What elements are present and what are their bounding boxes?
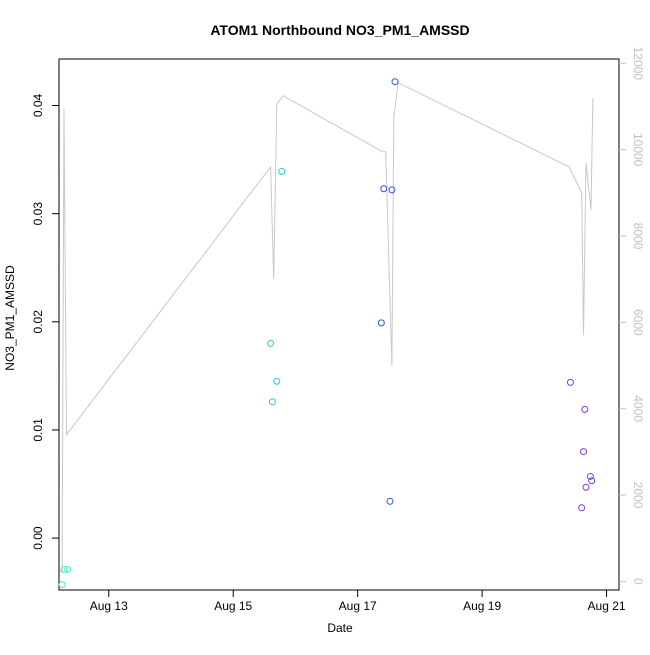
scatter-point-2 — [267, 339, 275, 347]
y-tick-label: 0.03 — [31, 202, 45, 226]
scatter-point-2 — [273, 377, 281, 385]
y2-tick-label: 12000 — [631, 47, 645, 81]
scatter-point-4 — [588, 477, 596, 485]
scatter-point-4 — [581, 405, 589, 413]
y2-axis: 0 2000 4000 6000 8000 10000 12000 — [619, 47, 645, 585]
scatter-point-3 — [377, 319, 385, 327]
y2-tick-label: 0 — [631, 578, 645, 585]
y-tick-label: 0.02 — [31, 310, 45, 334]
x-tick-label: Aug 15 — [214, 599, 252, 613]
x-tick-label: Aug 17 — [339, 599, 377, 613]
scatter-point-3 — [388, 186, 396, 194]
x-tick-label: Aug 21 — [588, 599, 626, 613]
y-tick-label: 0.00 — [31, 526, 45, 550]
scatter-point-3 — [391, 78, 399, 86]
scatter-point-4 — [578, 504, 586, 512]
x-tick-label: Aug 19 — [463, 599, 501, 613]
plot-frame — [58, 58, 620, 591]
scatter-point-4 — [580, 448, 588, 456]
y-axis-label: NO3_PM1_AMSSD — [3, 265, 17, 371]
y2-tick-label: 2000 — [631, 482, 645, 509]
y-tick-label: 0.01 — [31, 418, 45, 442]
scatter-point-1 — [60, 565, 68, 573]
x-axis: Aug 13 Aug 15 Aug 17 Aug 19 Aug 21 — [90, 590, 626, 613]
scatter-point-1 — [58, 581, 66, 589]
scatter-point-3 — [380, 185, 388, 193]
scatter-point-4 — [586, 472, 594, 480]
y2-tick-label: 6000 — [631, 309, 645, 336]
chart-title: ATOM1 Northbound NO3_PM1_AMSSD — [210, 22, 469, 38]
x-tick-label: Aug 13 — [90, 599, 128, 613]
scatter-point-2 — [268, 398, 276, 406]
x-axis-label: Date — [327, 621, 353, 635]
scatter-point-2 — [278, 167, 286, 175]
scatter-point-1 — [64, 565, 72, 573]
y2-tick-label: 10000 — [631, 133, 645, 167]
y2-tick-label: 4000 — [631, 395, 645, 422]
y2-tick-label: 8000 — [631, 223, 645, 250]
scatter-point-3 — [386, 497, 394, 505]
scatter-point-4 — [566, 378, 574, 386]
y-axis: 0.00 0.01 0.02 0.03 0.04 — [31, 94, 59, 550]
line-series — [61, 81, 594, 573]
line-layer — [61, 81, 594, 573]
scatter-point-4 — [582, 483, 590, 491]
y-tick-label: 0.04 — [31, 94, 45, 118]
points-layer — [58, 78, 596, 589]
